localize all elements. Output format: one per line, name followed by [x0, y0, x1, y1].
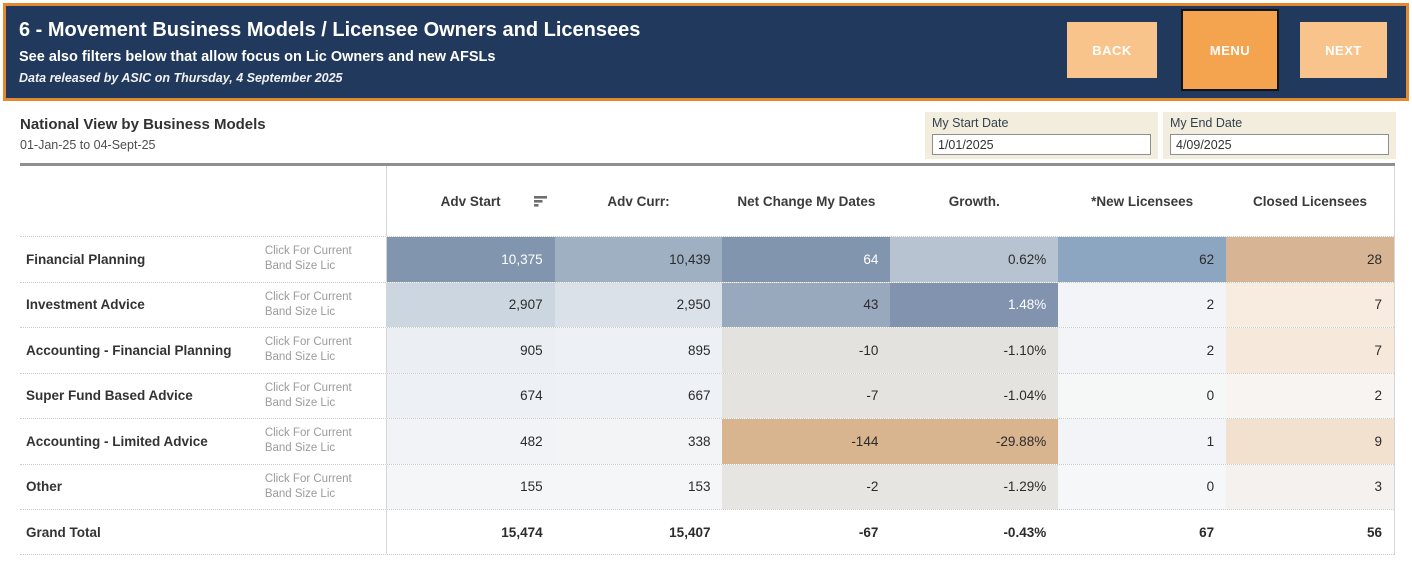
data-cell[interactable]: 2 [1058, 282, 1227, 327]
business-models-table: Adv Start Adv Curr: Net Change My Dates … [20, 163, 1396, 555]
data-cell[interactable]: 2,950 [554, 282, 723, 327]
data-cell[interactable]: 1 [1058, 419, 1227, 464]
grand-total-spacer [260, 510, 387, 554]
col-header-adv-curr[interactable]: Adv Curr: [607, 193, 670, 209]
data-cell[interactable]: 10,375 [386, 237, 555, 282]
release-note: Data released by ASIC on Thursday, 4 Sep… [19, 71, 343, 85]
row-label[interactable]: Accounting - Financial Planning [26, 342, 232, 358]
grand-total-cell: -67 [858, 524, 879, 540]
data-cell[interactable]: 7 [1226, 282, 1394, 327]
col-header-growth[interactable]: Growth. [948, 193, 1000, 209]
start-date-label: My Start Date [932, 116, 1009, 130]
end-date-input[interactable] [1170, 134, 1389, 155]
end-date-label: My End Date [1170, 116, 1243, 130]
table-header-row: Adv Start Adv Curr: Net Change My Dates … [20, 166, 1394, 236]
col-header-adv-start[interactable]: Adv Start [387, 194, 555, 209]
table-grid: Adv Start Adv Curr: Net Change My Dates … [20, 166, 1395, 555]
data-cell[interactable]: 155 [386, 464, 555, 509]
menu-button[interactable]: MENU [1181, 9, 1279, 91]
data-cell[interactable]: 482 [386, 419, 555, 464]
data-cell[interactable]: 674 [386, 373, 555, 418]
start-date-filter: My Start Date [925, 112, 1158, 159]
row-label[interactable]: Financial Planning [26, 251, 146, 267]
grand-total-row: Grand Total 15,474 15,407 -67 -0.43% 67 56 [20, 509, 1394, 555]
table-body: Financial Planning Click For Current Band… [20, 236, 1394, 555]
data-cell[interactable]: 895 [554, 328, 723, 373]
data-cell[interactable]: 153 [554, 464, 723, 509]
col-header-label: Adv Start [440, 193, 501, 209]
end-date-filter: My End Date [1163, 112, 1396, 159]
grand-total-cell: 67 [1199, 524, 1215, 540]
row-label[interactable]: Accounting - Limited Advice [26, 433, 208, 449]
view-date-range: 01-Jan-25 to 04-Sept-25 [20, 138, 156, 152]
data-cell[interactable]: 7 [1226, 328, 1394, 373]
table-row: Super Fund Based Advice Click For Current… [20, 372, 1394, 418]
data-cell[interactable]: 338 [554, 419, 723, 464]
band-size-link[interactable]: Click For Current Band Size Lic [260, 237, 387, 282]
data-cell[interactable]: -144 [722, 419, 891, 464]
page-subtitle: See also filters below that allow focus … [19, 49, 496, 65]
row-label[interactable]: Investment Advice [26, 297, 145, 313]
data-cell[interactable]: -10 [722, 328, 891, 373]
data-cell[interactable]: -7 [722, 373, 891, 418]
table-row: Accounting - Financial Planning Click For… [20, 327, 1394, 373]
data-cell[interactable]: 64 [722, 237, 891, 282]
header-banner: 6 - Movement Business Models / Licensee … [3, 3, 1409, 101]
col-header-closed-licensees[interactable]: Closed Licensees [1253, 193, 1368, 209]
col-header-new-licensees[interactable]: *New Licensees [1091, 193, 1194, 209]
data-cell[interactable]: 905 [386, 328, 555, 373]
grand-total-cell: 56 [1366, 524, 1382, 540]
data-cell[interactable]: -1.29% [890, 464, 1059, 509]
table-row: Accounting - Limited Advice Click For Cur… [20, 418, 1394, 464]
back-button[interactable]: BACK [1067, 22, 1157, 78]
data-cell[interactable]: 1.48% [890, 282, 1059, 327]
view-title: National View by Business Models [20, 116, 266, 133]
data-cell[interactable]: 0.62% [890, 237, 1059, 282]
grand-total-label: Grand Total [26, 524, 101, 540]
data-cell[interactable]: 3 [1226, 464, 1394, 509]
band-size-link[interactable]: Click For Current Band Size Lic [260, 373, 387, 418]
data-cell[interactable]: 0 [1058, 373, 1227, 418]
data-cell[interactable]: 28 [1226, 237, 1394, 282]
page-title: 6 - Movement Business Models / Licensee … [19, 19, 641, 41]
band-size-link[interactable]: Click For Current Band Size Lic [260, 464, 387, 509]
grand-total-cell: 15,474 [501, 524, 543, 540]
data-cell[interactable]: 2,907 [386, 282, 555, 327]
next-button[interactable]: NEXT [1300, 22, 1387, 78]
data-cell[interactable]: 43 [722, 282, 891, 327]
data-cell[interactable]: 62 [1058, 237, 1227, 282]
band-size-link[interactable]: Click For Current Band Size Lic [260, 282, 387, 327]
data-cell[interactable]: 10,439 [554, 237, 723, 282]
col-header-net-change[interactable]: Net Change My Dates [737, 193, 876, 209]
grand-total-cell: -0.43% [1003, 524, 1047, 540]
header-spacer [20, 166, 387, 236]
data-cell[interactable]: -1.04% [890, 373, 1059, 418]
band-size-link[interactable]: Click For Current Band Size Lic [260, 328, 387, 373]
band-size-link[interactable]: Click For Current Band Size Lic [260, 419, 387, 464]
data-cell[interactable]: -2 [722, 464, 891, 509]
data-cell[interactable]: 2 [1058, 328, 1227, 373]
sort-descending-icon[interactable] [533, 195, 548, 207]
data-cell[interactable]: 0 [1058, 464, 1227, 509]
data-cell[interactable]: 667 [554, 373, 723, 418]
table-top-rule [20, 163, 1395, 166]
table-row: Financial Planning Click For Current Band… [20, 236, 1394, 282]
data-cell[interactable]: -29.88% [890, 419, 1059, 464]
table-row: Other Click For Current Band Size Lic 155 1… [20, 463, 1394, 509]
data-cell[interactable]: 2 [1226, 373, 1394, 418]
data-cell[interactable]: 9 [1226, 419, 1394, 464]
row-label[interactable]: Other [26, 479, 63, 495]
table-row: Investment Advice Click For Current Band … [20, 281, 1394, 327]
data-cell[interactable]: -1.10% [890, 328, 1059, 373]
row-label[interactable]: Super Fund Based Advice [26, 388, 193, 404]
start-date-input[interactable] [932, 134, 1151, 155]
grand-total-cell: 15,407 [669, 524, 711, 540]
